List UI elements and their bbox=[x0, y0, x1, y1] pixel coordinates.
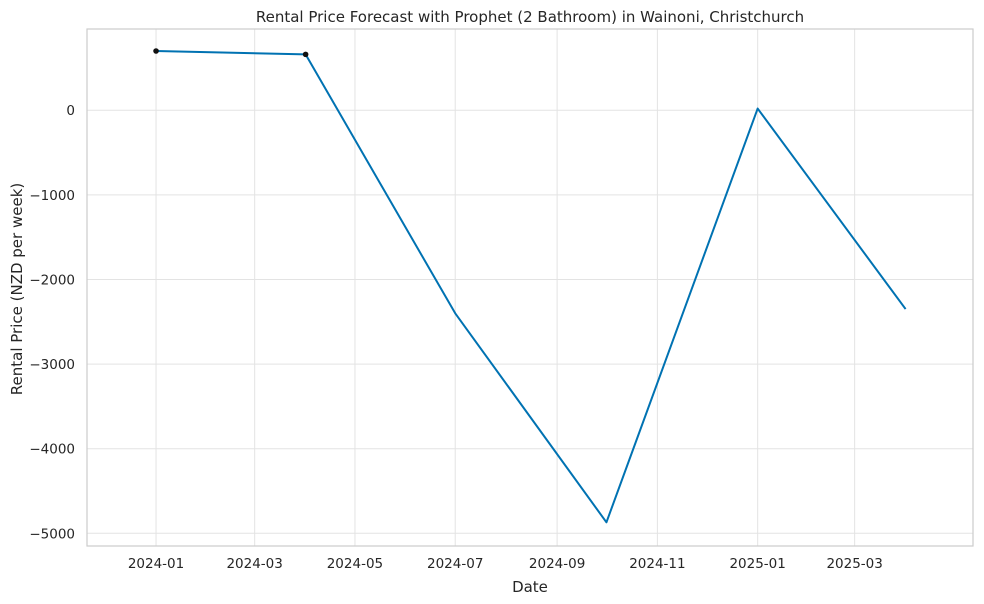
y-tick-label: −5000 bbox=[29, 526, 75, 542]
x-tick-label: 2024-07 bbox=[427, 556, 483, 572]
chart-title: Rental Price Forecast with Prophet (2 Ba… bbox=[256, 8, 804, 26]
y-tick-label: −4000 bbox=[29, 442, 75, 458]
x-tick-label: 2025-03 bbox=[826, 556, 882, 572]
observed-point bbox=[302, 51, 309, 58]
x-axis-label: Date bbox=[512, 578, 548, 596]
x-tick-label: 2024-05 bbox=[327, 556, 383, 572]
y-axis-label: Rental Price (NZD per week) bbox=[8, 183, 26, 395]
y-tick-label: −3000 bbox=[29, 357, 75, 373]
tick-layer: 2024-01 2024-03 2024-05 2024-07 2024-09 2024-… bbox=[29, 103, 883, 572]
x-tick-label: 2024-09 bbox=[529, 556, 585, 572]
observed-point bbox=[153, 48, 159, 54]
series-layer bbox=[153, 48, 907, 524]
forecast-line bbox=[156, 50, 907, 524]
y-tick-label: −2000 bbox=[29, 272, 75, 288]
y-tick-label: −1000 bbox=[29, 188, 75, 204]
grid-layer bbox=[87, 29, 973, 546]
x-tick-label: 2024-03 bbox=[226, 556, 282, 572]
y-tick-label: 0 bbox=[66, 103, 75, 119]
x-tick-label: 2024-01 bbox=[128, 556, 184, 572]
plot-frame bbox=[86, 28, 974, 547]
x-tick-label: 2024-11 bbox=[629, 556, 685, 572]
x-tick-label: 2025-01 bbox=[729, 556, 785, 572]
